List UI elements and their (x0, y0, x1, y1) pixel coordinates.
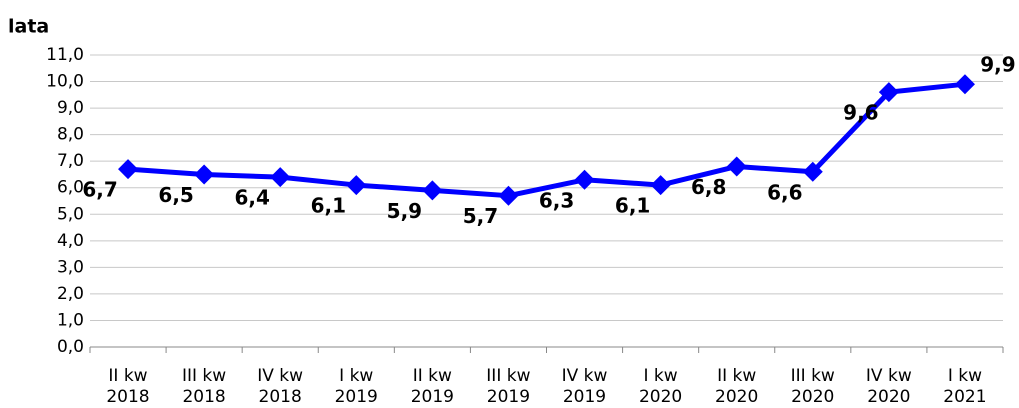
data-label: 5,7 (463, 204, 498, 228)
x-tick-label: I kw 2019 (334, 366, 378, 407)
marker (498, 185, 519, 206)
y-tick-label: 7,0 (57, 151, 84, 171)
marker (878, 82, 899, 103)
marker (194, 164, 215, 185)
data-label: 6,4 (234, 186, 269, 210)
data-label: 6,1 (311, 194, 346, 218)
data-label: 6,6 (767, 180, 802, 204)
x-tick-label: IV kw 2018 (257, 366, 304, 407)
x-tick-label: II kw 2018 (106, 366, 150, 407)
marker (954, 74, 975, 95)
x-tick-label: III kw 2018 (181, 366, 227, 407)
marker (346, 175, 367, 196)
marker (118, 159, 139, 180)
x-tick-label: I kw 2020 (638, 366, 683, 407)
y-tick-label: 0,0 (57, 337, 84, 357)
y-tick-label: 2,0 (57, 284, 84, 304)
y-tick-label: 11,0 (46, 45, 84, 65)
x-tick-label: III kw 2020 (790, 366, 835, 407)
x-tick-label: II kw 2020 (715, 366, 759, 407)
data-label: 5,9 (387, 199, 422, 223)
marker (802, 161, 823, 182)
data-label: 9,6 (843, 101, 878, 125)
y-tick-label: 3,0 (57, 257, 84, 277)
line (127, 81, 966, 199)
x-tick-label: III kw 2019 (486, 366, 531, 407)
x-tick-label: I kw 2021 (943, 366, 987, 407)
marker (650, 175, 671, 196)
y-tick-label: 5,0 (57, 204, 84, 224)
y-tick-label: 4,0 (57, 231, 84, 251)
y-tick-label: 9,0 (57, 98, 84, 118)
x-tick-label: IV kw 2020 (865, 366, 912, 407)
y-axis-title: lata (8, 16, 49, 38)
data-label: 6,7 (82, 178, 117, 202)
data-label: 6,5 (158, 183, 193, 207)
marker (270, 167, 291, 188)
data-label: 6,3 (539, 188, 574, 212)
y-tick-label: 8,0 (57, 125, 84, 145)
data-label: 6,1 (615, 194, 650, 218)
y-tick-label: 10,0 (46, 72, 84, 92)
y-tick-label: 6,0 (57, 178, 84, 198)
x-tick-label: IV kw 2019 (561, 366, 608, 407)
y-tick-label: 1,0 (57, 310, 84, 330)
marker (574, 169, 595, 190)
marker (422, 180, 443, 201)
x-tick-label: II kw 2019 (410, 366, 454, 407)
data-label: 9,9 (980, 53, 1015, 77)
data-label: 6,8 (691, 175, 726, 199)
marker (726, 156, 747, 177)
